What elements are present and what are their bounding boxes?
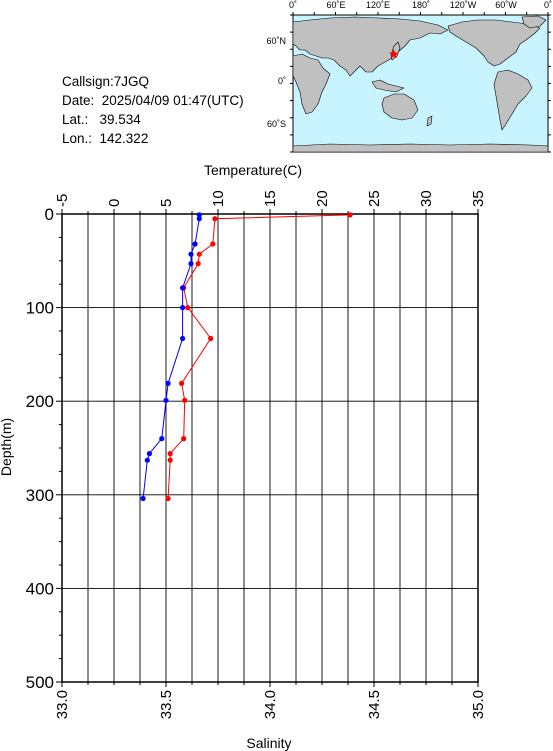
temperature-data-point <box>212 216 218 222</box>
map-lat-label: 60˚S <box>267 119 286 129</box>
station-info: Callsign:7JGQ Date: 2025/04/09 01:47(UTC… <box>62 72 244 148</box>
temperature-tick-label: 0 <box>106 199 123 207</box>
temperature-data-point <box>196 251 202 257</box>
temperature-data-point <box>179 380 185 386</box>
temperature-tick-label: 10 <box>210 190 227 207</box>
depth-tick-label: 300 <box>26 486 54 505</box>
temperature-axis-label: Temperature(C) <box>204 162 302 178</box>
temperature-profile-line <box>167 214 351 499</box>
land-new-zealand <box>426 115 433 127</box>
map-lon-label: 180˚ <box>412 0 430 10</box>
salinity-data-point <box>146 451 152 457</box>
callsign-text: Callsign:7JGQ <box>62 74 150 89</box>
land-indonesia <box>371 79 405 93</box>
temperature-tick-label: 25 <box>366 190 383 207</box>
map-left-labels: 60˚N 0˚ 60˚S <box>266 36 286 129</box>
map-lon-label: 60˚W <box>495 0 517 10</box>
depth-tick-label: 200 <box>26 392 54 411</box>
map-lat-label: 0˚ <box>278 76 286 86</box>
salinity-data-point <box>140 495 146 502</box>
salinity-tick-label: 34.0 <box>262 690 279 719</box>
salinity-tick-label: 33.0 <box>54 690 71 719</box>
land-africa <box>292 53 331 115</box>
salinity-data-point <box>165 380 171 386</box>
map-frame-ticks <box>290 12 551 153</box>
temperature-data-point <box>347 212 353 218</box>
salinity-tick-labels: 33.0 33.5 34.0 34.5 35.0 <box>54 690 487 719</box>
station-marker <box>389 49 399 59</box>
map-lon-label: 60˚E <box>326 0 345 10</box>
station-star-icon <box>389 49 399 59</box>
temperature-data-point <box>181 436 187 442</box>
map-land <box>292 15 549 153</box>
map-lon-label: 120˚E <box>366 0 390 10</box>
salinity-data-point <box>144 457 150 463</box>
temperature-data-point <box>208 335 214 342</box>
salinity-data-point <box>192 241 198 247</box>
temperature-data-point <box>210 241 216 247</box>
temperature-data-point <box>185 305 191 311</box>
salinity-tick-label: 33.5 <box>158 690 175 719</box>
salinity-data-point <box>163 397 169 403</box>
temperature-tick-label: 35 <box>470 190 487 207</box>
salinity-data-point <box>180 285 186 291</box>
salinity-data-point <box>196 216 202 222</box>
salinity-data-point <box>188 251 194 257</box>
map-lon-label: 120˚W <box>450 0 477 10</box>
chart-frame <box>56 209 479 687</box>
salinity-data-point <box>180 305 186 311</box>
date-text: Date: 2025/04/09 01:47(UTC) <box>62 93 244 108</box>
temperature-tick-labels: -5 0 5 10 15 20 25 30 35 <box>54 190 487 207</box>
salinity-data-point <box>188 261 194 267</box>
temperature-tick-label: 15 <box>262 190 279 207</box>
chart-series <box>140 212 353 502</box>
depth-axis-label: Depth(m) <box>0 418 14 476</box>
location-map: 0˚ 60˚E 120˚E 180˚ 120˚W 60˚W 0˚ 60˚N 0˚… <box>266 0 552 153</box>
temperature-tick-label: -5 <box>54 194 71 207</box>
temperature-tick-label: 30 <box>418 190 435 207</box>
temperature-data-point <box>167 457 173 463</box>
map-lat-label: 60˚N <box>266 36 286 46</box>
latitude-text: Lat.: 39.534 <box>62 112 141 127</box>
chart-grid <box>62 214 478 682</box>
salinity-tick-label: 35.0 <box>470 690 487 719</box>
depth-tick-label: 400 <box>26 579 54 598</box>
depth-tick-labels: 0 100 200 300 400 500 <box>26 205 54 692</box>
salinity-data-point <box>196 212 202 218</box>
salinity-data-point <box>159 436 165 442</box>
depth-tick-label: 100 <box>26 299 54 318</box>
salinity-data-point <box>180 335 186 342</box>
temperature-data-point <box>167 451 173 457</box>
depth-tick-label: 500 <box>26 673 54 692</box>
map-top-labels: 0˚ 60˚E 120˚E 180˚ 120˚W 60˚W 0˚ <box>289 0 552 10</box>
map-lon-label: 0˚ <box>289 0 297 10</box>
land-eurasia <box>292 16 449 77</box>
map-lon-label: 0˚ <box>544 0 552 10</box>
depth-tick-label: 0 <box>45 205 54 224</box>
land-south-america <box>493 69 533 131</box>
salinity-axis-label: Salinity <box>246 735 291 751</box>
temperature-data-point <box>182 397 188 403</box>
temperature-tick-label: 20 <box>314 190 331 207</box>
temperature-data-point <box>195 261 201 267</box>
longitude-text: Lon.: 142.322 <box>62 131 149 146</box>
land-north-america <box>447 19 541 67</box>
land-australia <box>381 93 419 121</box>
temperature-data-point <box>165 495 171 502</box>
salinity-tick-label: 34.5 <box>366 690 383 719</box>
land-antarctica <box>292 143 549 153</box>
temperature-tick-label: 5 <box>158 199 175 207</box>
land-greenland <box>521 15 547 29</box>
